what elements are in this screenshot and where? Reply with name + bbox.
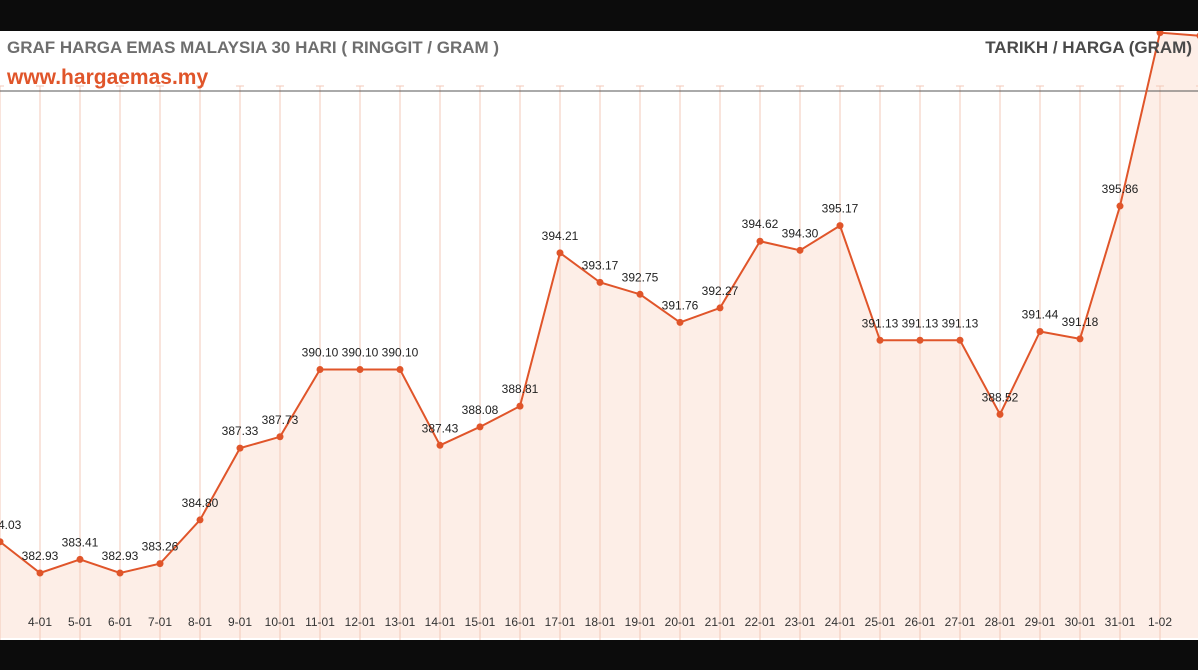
data-label: 390.10 [342, 346, 379, 360]
x-tick-label: 7-01 [148, 615, 172, 629]
data-point [36, 569, 44, 577]
x-tick-label: 18-01 [585, 615, 616, 629]
data-label: 394.62 [742, 217, 779, 231]
x-tick-label: 28-01 [985, 615, 1016, 629]
bottom-bar [0, 640, 1198, 670]
data-point [556, 249, 564, 257]
data-point [1116, 202, 1124, 210]
data-label: 392.75 [622, 270, 659, 284]
x-tick-label: 14-01 [425, 615, 456, 629]
data-label: 395.17 [822, 202, 859, 216]
data-point [76, 555, 84, 563]
data-label: 391.44 [1022, 307, 1059, 321]
x-tick-label: 6-01 [108, 615, 132, 629]
data-label: 395.86 [1102, 182, 1139, 196]
data-label: 391.13 [902, 316, 939, 330]
data-label: 388.08 [462, 403, 499, 417]
data-label: 382.93 [22, 549, 59, 563]
data-point [276, 433, 284, 441]
x-tick-label: 17-01 [545, 615, 576, 629]
x-tick-label: 8-01 [188, 615, 212, 629]
data-label: 391.76 [662, 298, 699, 312]
x-tick-label: 19-01 [625, 615, 656, 629]
x-tick-label: 23-01 [785, 615, 816, 629]
x-tick-label: 5-01 [68, 615, 92, 629]
website-link[interactable]: www.hargaemas.my [7, 66, 209, 89]
data-point [916, 336, 924, 344]
data-point [876, 336, 884, 344]
x-tick-label: 27-01 [945, 615, 976, 629]
data-label: 391.13 [862, 316, 899, 330]
data-point [796, 246, 804, 254]
data-point [956, 336, 964, 344]
x-tick-label: 22-01 [745, 615, 776, 629]
data-label: 391.18 [1062, 315, 1099, 329]
x-tick-label: 25-01 [865, 615, 896, 629]
data-label: 393.17 [582, 258, 619, 272]
x-tick-label: 10-01 [265, 615, 296, 629]
data-label: 394.21 [542, 229, 579, 243]
x-tick-label: 29-01 [1025, 615, 1056, 629]
x-tick-label: 31-01 [1105, 615, 1136, 629]
data-label: 390.10 [302, 346, 339, 360]
data-label: 4.03 [0, 518, 22, 532]
x-tick-label: 16-01 [505, 615, 536, 629]
data-point [0, 538, 4, 546]
data-point [356, 366, 364, 374]
x-tick-label: 4-01 [28, 615, 52, 629]
x-tick-label: 21-01 [705, 615, 736, 629]
x-tick-label: 11-01 [305, 615, 335, 629]
data-point [396, 366, 404, 374]
data-label: 387.73 [262, 413, 299, 427]
data-label: 387.33 [222, 424, 259, 438]
x-tick-label: 12-01 [345, 615, 376, 629]
data-label: 391.13 [942, 316, 979, 330]
x-tick-label: 24-01 [825, 615, 856, 629]
x-tick-label: 9-01 [228, 615, 252, 629]
x-tick-label: 15-01 [465, 615, 496, 629]
data-label: 383.41 [62, 535, 99, 549]
data-point [836, 222, 844, 230]
data-point [716, 304, 724, 312]
data-label: 387.43 [422, 421, 459, 435]
data-point [676, 318, 684, 326]
data-label: 390.10 [382, 346, 419, 360]
chart-title: GRAF HARGA EMAS MALAYSIA 30 HARI ( RINGG… [7, 38, 500, 57]
data-point [116, 569, 124, 577]
data-point [236, 444, 244, 452]
data-label: 388.81 [502, 382, 539, 396]
legend-label: TARIKH / HARGA (GRAM) [985, 38, 1192, 57]
data-point [436, 441, 444, 449]
x-tick-label: 30-01 [1065, 615, 1096, 629]
x-tick-label: 26-01 [905, 615, 936, 629]
data-point [1036, 327, 1044, 335]
data-point [1076, 335, 1084, 343]
data-point [996, 410, 1004, 418]
data-point [316, 366, 324, 374]
x-tick-label: 1-02 [1148, 615, 1172, 629]
area-fill [0, 32, 1198, 638]
data-point [636, 290, 644, 298]
data-label: 382.93 [102, 549, 139, 563]
data-point [156, 560, 164, 568]
data-label: 388.52 [982, 390, 1019, 404]
data-label: 394.30 [782, 226, 819, 240]
data-label: 384.80 [182, 496, 219, 510]
data-label: 392.27 [702, 284, 739, 298]
top-bar [0, 0, 1198, 31]
data-point [516, 402, 524, 410]
data-point [756, 237, 764, 245]
data-label: 383.26 [142, 540, 179, 554]
data-point [196, 516, 204, 524]
x-tick-label: 20-01 [665, 615, 696, 629]
data-point [596, 278, 604, 286]
data-point [476, 423, 484, 431]
x-tick-label: 13-01 [385, 615, 416, 629]
